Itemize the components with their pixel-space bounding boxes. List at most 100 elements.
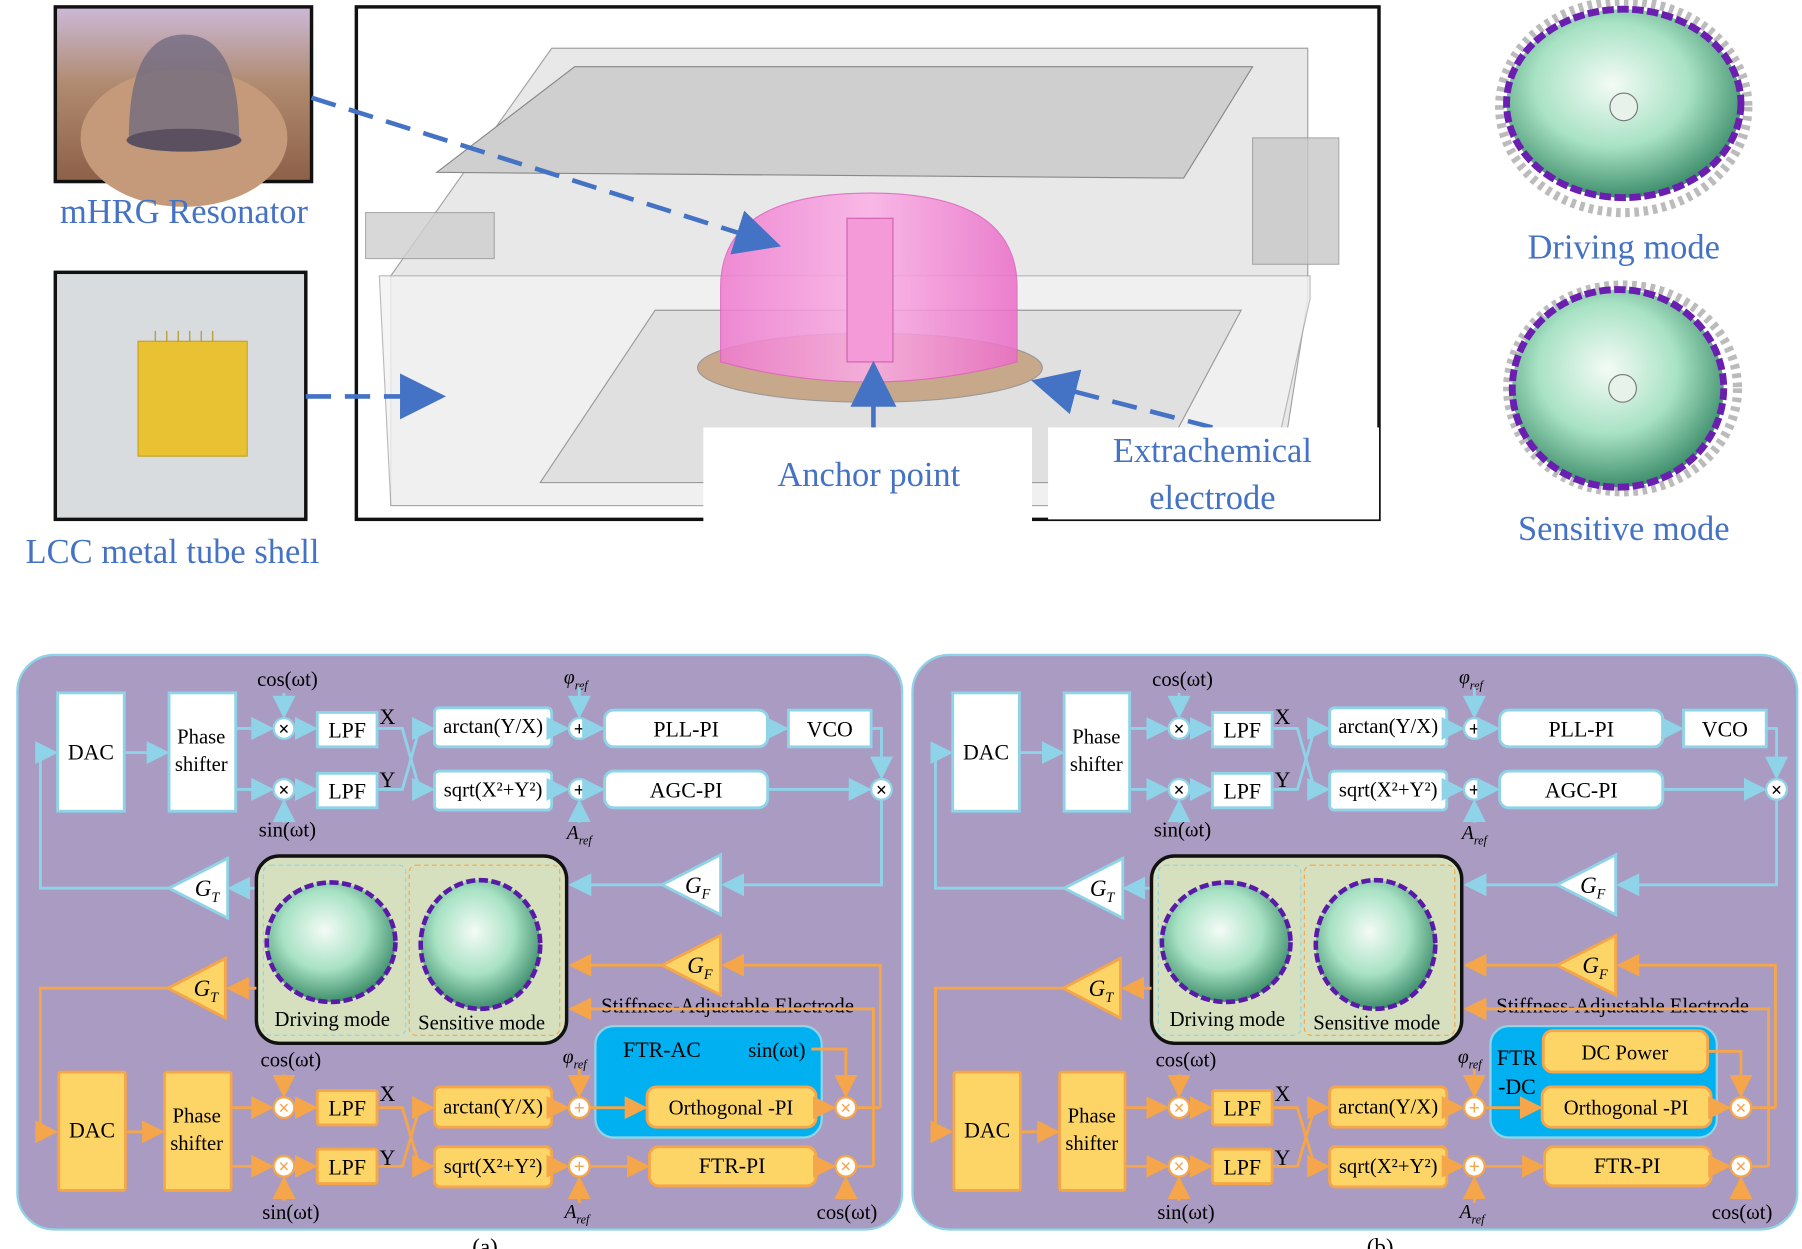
multiplier-symbol: × bbox=[278, 719, 289, 740]
cos-ref-label-ftr: cos(ωt) bbox=[1156, 1049, 1217, 1071]
magnitude-label: sqrt(X²+Y²) bbox=[1339, 1156, 1438, 1178]
multiplier-ftr-symbol: × bbox=[1735, 1157, 1746, 1178]
lpf-block bbox=[315, 710, 379, 749]
x-signal-label: X bbox=[379, 1082, 395, 1106]
sense-gain-amplifier bbox=[1061, 855, 1125, 921]
multiplier-symbol: × bbox=[1174, 780, 1185, 801]
sense-gain-amplifier-ftr bbox=[1059, 955, 1122, 1021]
panel-caption: (b) bbox=[1367, 1235, 1394, 1249]
summer-symbol: + bbox=[1469, 719, 1480, 740]
phase-shifter-block bbox=[1062, 691, 1132, 813]
orthogonal-pi-label: Orthogonal -PI bbox=[1564, 1098, 1689, 1120]
sense-gain-label-ftr: GT bbox=[1089, 976, 1115, 1006]
sensitive-mode-caption: Sensitive mode bbox=[1313, 1013, 1440, 1035]
force-gain-label-ftr-main: G bbox=[1582, 953, 1599, 978]
lpf-label: LPF bbox=[328, 780, 366, 804]
amplitude-reference-label-ftr-subscript: ref bbox=[576, 1213, 591, 1227]
amplitude-reference-label-ftr: Aref bbox=[1458, 1202, 1487, 1227]
sin-ref-label: sin(ωt) bbox=[1154, 819, 1211, 841]
signal-line bbox=[377, 1096, 436, 1168]
ftr-dc-title-2: -DC bbox=[1498, 1075, 1536, 1099]
signal-line bbox=[1765, 727, 1789, 780]
force-gain-label: GF bbox=[1580, 873, 1606, 903]
force-gain-amplifier-ftr bbox=[1553, 932, 1618, 998]
amplitude-reference-label-ftr-main: A bbox=[563, 1202, 577, 1223]
lpf-label: LPF bbox=[328, 1097, 366, 1121]
force-gain-label-ftr: GF bbox=[1582, 953, 1608, 983]
sense-gain-label-ftr-main: G bbox=[1089, 976, 1106, 1001]
sense-gain-label-main: G bbox=[195, 876, 212, 901]
sin-ref-label: sin(ωt) bbox=[259, 819, 316, 841]
dac-block bbox=[951, 691, 1021, 813]
force-gain-label-ftr: GF bbox=[687, 953, 713, 983]
sense-gain-label-subscript: T bbox=[1106, 890, 1115, 906]
arctan-label: arctan(Y/X) bbox=[443, 716, 543, 738]
phase-shifter-label-2: shifter bbox=[1070, 754, 1123, 776]
stiffness-electrode-label: Stiffness-Adjustable Electrode bbox=[601, 995, 854, 1017]
force-gain-label-subscript: F bbox=[701, 887, 711, 903]
driving-mode-frame bbox=[1157, 864, 1302, 1036]
phase-reference-label-main: φ bbox=[1459, 668, 1470, 689]
lpf-label: LPF bbox=[328, 1155, 366, 1179]
sense-gain-label-ftr-subscript: T bbox=[1105, 990, 1114, 1006]
amplitude-reference-label-ftr-main: A bbox=[1458, 1202, 1472, 1223]
signal-line bbox=[1707, 1049, 1753, 1098]
amplitude-reference-label-main: A bbox=[565, 823, 579, 844]
summer-ftr-symbol: + bbox=[1469, 1157, 1480, 1178]
amplitude-reference-label-main: A bbox=[1460, 823, 1474, 844]
force-gain-label-main: G bbox=[685, 873, 702, 898]
phase-reference-label-main: φ bbox=[564, 668, 575, 689]
x-signal-label: X bbox=[1275, 705, 1291, 729]
phase-shifter-block-ftr bbox=[1058, 1070, 1127, 1192]
ftr-ac-title: FTR-AC bbox=[623, 1038, 701, 1062]
driving-mode-caption: Driving mode bbox=[275, 1009, 390, 1031]
x-signal-label: X bbox=[1275, 1082, 1291, 1106]
cos-ref-label-bottom: cos(ωt) bbox=[1712, 1202, 1773, 1224]
force-gain-label: GF bbox=[685, 873, 711, 903]
signal-line bbox=[721, 953, 882, 1108]
force-gain-amplifier bbox=[658, 852, 723, 917]
y-signal-label: Y bbox=[1275, 768, 1291, 792]
dac-label: DAC bbox=[68, 741, 114, 765]
resonator-label: mHRG Resonator bbox=[60, 193, 308, 231]
electrode-pointer-arrow bbox=[1031, 369, 1213, 430]
cos-ref-label-ftr: cos(ωt) bbox=[261, 1049, 322, 1071]
control-panel-b: (b) DAC Phase shifter cos(ωt) sin(ωt) × × LPF LPF… bbox=[911, 653, 1799, 1249]
signal-line bbox=[930, 741, 1065, 890]
amplitude-reference-label: Aref bbox=[565, 823, 594, 848]
cos-ref-label: cos(ωt) bbox=[257, 669, 318, 691]
dac-label: DAC bbox=[963, 741, 1009, 765]
dac-label-ftr: DAC bbox=[964, 1119, 1010, 1143]
shell-label: LCC metal tube shell bbox=[26, 533, 320, 571]
amplitude-reference-label-subscript: ref bbox=[579, 834, 594, 848]
phase-reference-label-ftr-subscript: ref bbox=[574, 1058, 589, 1072]
force-gain-label-main: G bbox=[1580, 873, 1597, 898]
resonator-photo bbox=[53, 5, 314, 207]
driving-mode-frame bbox=[262, 864, 407, 1036]
amplitude-reference-label-subscript: ref bbox=[1474, 834, 1489, 848]
arctan-label: arctan(Y/X) bbox=[443, 1096, 543, 1118]
driving-mode-caption: Driving mode bbox=[1170, 1009, 1285, 1031]
phase-reference-label-subscript: ref bbox=[1470, 678, 1485, 692]
panel-caption: (a) bbox=[472, 1235, 498, 1249]
agc-pi-label: AGC-PI bbox=[1545, 778, 1618, 802]
sense-gain-amplifier bbox=[165, 855, 230, 921]
lpf-label: LPF bbox=[1223, 719, 1261, 743]
agc-pi-label: AGC-PI bbox=[650, 778, 723, 802]
amplitude-reference-label: Aref bbox=[1460, 823, 1489, 848]
multiplier-symbol: × bbox=[1174, 719, 1185, 740]
multiplier-symbol: × bbox=[876, 780, 887, 801]
force-gain-label-ftr-main: G bbox=[687, 953, 704, 978]
pll-pi-label: PLL-PI bbox=[1548, 718, 1614, 742]
sin-ref-label-ftr: sin(ωt) bbox=[1157, 1202, 1214, 1224]
summer-ftr-symbol: + bbox=[574, 1157, 585, 1178]
y-signal-label: Y bbox=[379, 1146, 395, 1170]
resonator-pointer-arrow bbox=[310, 95, 782, 255]
phase-reference-label-ftr-subscript: ref bbox=[1469, 1058, 1484, 1072]
orthogonal-pi-label: Orthogonal -PI bbox=[669, 1098, 794, 1120]
multiplier-ftr-symbol: × bbox=[278, 1099, 289, 1120]
ftr-sin-ref-label: sin(ωt) bbox=[748, 1040, 805, 1062]
sensitive-mode-shape bbox=[1313, 877, 1438, 1012]
phase-shifter-label-2: shifter bbox=[170, 1133, 223, 1155]
